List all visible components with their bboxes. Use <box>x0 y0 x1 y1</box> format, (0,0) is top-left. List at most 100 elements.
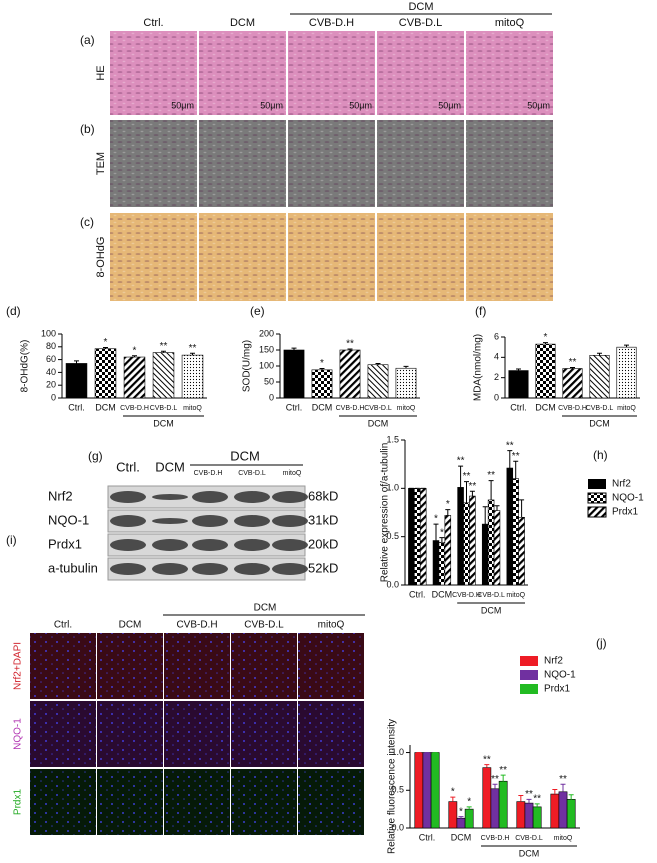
error-bar <box>464 481 469 503</box>
significance: * <box>544 332 548 343</box>
error-bar <box>132 355 137 358</box>
y-tick-label: 60 <box>46 354 56 364</box>
x-tick-label: mitoQ <box>554 835 573 842</box>
column-group-label: DCM <box>230 448 260 463</box>
fluorescence-texture <box>231 769 297 835</box>
x-tick-label: DCM <box>312 402 333 412</box>
y-tick-label: 0 <box>494 392 499 402</box>
fluorescence-texture <box>97 701 163 767</box>
significance: ** <box>525 789 533 800</box>
y-tick-label: 0.5 <box>386 531 399 541</box>
bar <box>524 802 534 829</box>
significance: * <box>104 337 108 348</box>
x-tick-label: CVB-D.H <box>481 835 510 842</box>
column-label: CVB-D.H <box>176 620 217 631</box>
error-bar <box>103 346 108 349</box>
x-tick-label: CVB-D.H <box>452 592 481 599</box>
bar <box>469 495 476 586</box>
blot-band <box>272 539 308 551</box>
x-tick-label: Ctrl. <box>68 402 85 412</box>
group-label: DCM <box>153 418 174 428</box>
fluorescence-texture <box>164 769 230 835</box>
y-tick-label: 1.5 <box>386 434 399 444</box>
row-label: 8-OHdG <box>95 237 107 278</box>
fluorescence-texture <box>164 633 230 699</box>
y-tick-label: 100 <box>259 360 274 370</box>
fluorescence-texture <box>231 633 297 699</box>
bar <box>311 369 333 399</box>
blot-band <box>192 539 228 551</box>
column-label: DCM <box>155 459 185 474</box>
bar <box>493 510 501 586</box>
fluorescence-texture <box>298 769 364 835</box>
micrograph-texture <box>110 213 197 301</box>
blot-band <box>152 494 188 500</box>
column-label: DCM <box>230 17 255 29</box>
bar <box>463 502 470 586</box>
y-tick-label: 150 <box>259 344 274 354</box>
error-bar <box>433 523 439 541</box>
group-label: DCM <box>589 418 610 428</box>
fluorescence-texture <box>298 633 364 699</box>
legend-label: Prdx1 <box>612 507 639 518</box>
legend-label: NQO-1 <box>544 670 576 681</box>
blot-band <box>192 563 228 575</box>
y-tick-label: 200 <box>259 328 274 338</box>
bar <box>456 817 466 829</box>
blot-band <box>110 491 146 503</box>
significance: ** <box>160 341 168 352</box>
error-bar <box>507 450 513 469</box>
x-tick-label: DCM <box>451 832 472 842</box>
protein-size: 20kD <box>308 536 338 551</box>
significance: * <box>459 806 463 817</box>
error-bar <box>500 774 506 782</box>
panel-letter: (j) <box>596 636 607 650</box>
micrograph-texture <box>466 213 553 301</box>
micrograph-texture <box>377 120 464 207</box>
bar <box>512 478 519 586</box>
micrograph-texture <box>110 120 197 207</box>
bar <box>558 791 568 829</box>
panel-letter: (e) <box>250 304 265 318</box>
x-tick-label: DCM <box>535 402 556 412</box>
bar <box>562 368 583 399</box>
error-bar <box>403 365 409 369</box>
error-bar <box>161 350 166 353</box>
y-tick-label: 40 <box>46 367 56 377</box>
error-bar <box>458 465 464 488</box>
significance: ** <box>491 774 499 785</box>
x-tick-label: Ctrl. <box>510 402 527 412</box>
significance: ** <box>506 440 514 451</box>
micrograph-texture <box>199 120 286 207</box>
error-bar <box>458 816 464 819</box>
bar <box>367 364 389 399</box>
blot-band <box>152 563 188 575</box>
bar <box>535 343 556 399</box>
micrograph-texture <box>288 213 375 301</box>
blot-band <box>272 563 308 575</box>
bar <box>498 780 508 829</box>
x-tick-label: DCM <box>95 402 116 412</box>
row-label: NQO-1 <box>13 718 24 750</box>
error-bar <box>568 794 574 800</box>
bar <box>414 488 421 586</box>
bar <box>589 354 610 399</box>
protein-name: NQO-1 <box>48 512 89 527</box>
bar <box>65 363 88 399</box>
bar <box>566 799 576 829</box>
error-bar <box>375 362 381 365</box>
x-tick-label: CVB-D.H <box>336 405 365 412</box>
error-bar <box>570 367 575 369</box>
legend-label: NQO-1 <box>612 493 644 504</box>
fluorescence-texture <box>164 701 230 767</box>
blot-band <box>152 518 188 524</box>
fluorescence-texture <box>97 769 163 835</box>
y-tick-label: 4 <box>494 352 499 362</box>
x-tick-label: CVB-D.L <box>150 405 178 412</box>
error-bar <box>543 342 548 345</box>
legend-label: Prdx1 <box>544 684 571 695</box>
bar <box>481 523 489 586</box>
error-bar <box>488 480 494 500</box>
significance: * <box>133 345 137 356</box>
